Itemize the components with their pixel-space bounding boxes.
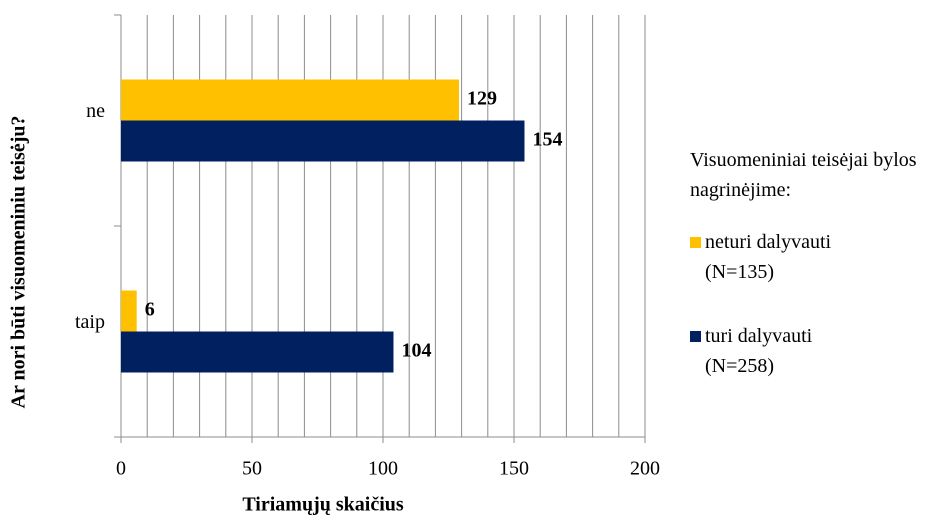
bar bbox=[121, 290, 137, 332]
y-axis-title: Ar nori būti visuomeniniu teisėju? bbox=[8, 116, 30, 409]
data-label: 6 bbox=[145, 299, 155, 321]
x-tick-label: 0 bbox=[116, 458, 126, 480]
y-tick-label: ne bbox=[86, 100, 105, 122]
legend-title: Visuomeniniai teisėjai bylos nagrinėjime… bbox=[690, 149, 917, 201]
legend-swatch bbox=[690, 331, 701, 342]
x-tick-label: 200 bbox=[630, 458, 660, 480]
data-label: 154 bbox=[532, 129, 562, 151]
bar bbox=[121, 79, 459, 121]
legend-item: turi dalyvauti (N=258) bbox=[690, 321, 930, 381]
data-label: 104 bbox=[401, 340, 431, 362]
x-tick-label: 50 bbox=[242, 458, 262, 480]
x-axis-title: Tiriamųjų skaičius bbox=[242, 494, 404, 516]
legend-label: neturi dalyvauti (N=135) bbox=[705, 231, 832, 283]
legend-item: neturi dalyvauti (N=135) bbox=[690, 227, 930, 287]
bar bbox=[121, 120, 525, 162]
y-tick-label: taip bbox=[75, 311, 105, 333]
x-tick-label: 100 bbox=[368, 458, 398, 480]
legend: Visuomeniniai teisėjai bylos nagrinėjime… bbox=[690, 145, 930, 415]
legend-label: turi dalyvauti (N=258) bbox=[705, 325, 813, 377]
legend-swatch bbox=[690, 237, 701, 248]
data-label: 129 bbox=[467, 88, 497, 110]
x-tick-label: 150 bbox=[499, 458, 529, 480]
bar bbox=[121, 331, 394, 373]
